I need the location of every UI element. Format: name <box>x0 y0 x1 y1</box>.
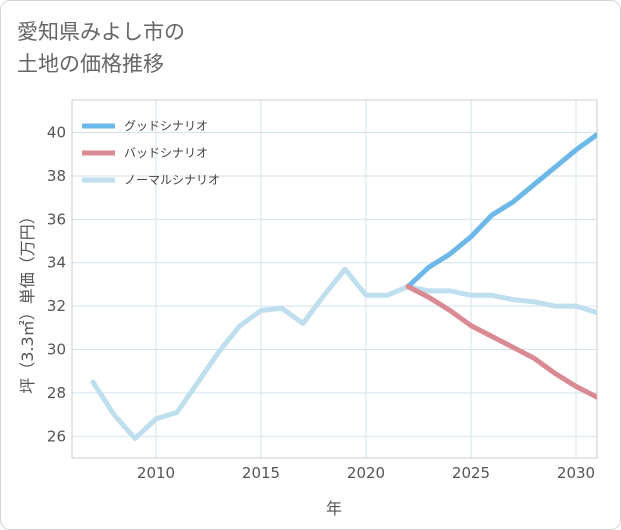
tick-labels: 2010 2015 2020 2025 2030 26 28 30 32 34 36 38 40 <box>47 124 595 482</box>
x-tick-label-2015: 2015 <box>242 464 280 482</box>
x-tick-label-2030: 2030 <box>557 464 595 482</box>
series-line-2 <box>90 266 597 441</box>
chart-title: 愛知県みよし市の 土地の価格推移 <box>17 20 185 76</box>
x-axis-title: 年 <box>326 499 342 518</box>
x-tick-label-2020: 2020 <box>347 464 385 482</box>
y-axis-title: 坪（3.3㎡）単価（万円） <box>18 208 37 393</box>
y-tick-label-30: 30 <box>47 341 66 359</box>
y-tick-label-38: 38 <box>47 167 66 185</box>
series-line-1 <box>405 284 597 400</box>
y-tick-label-36: 36 <box>47 210 66 228</box>
grid-lines <box>72 100 597 458</box>
series-line-0 <box>405 132 597 290</box>
y-tick-label-34: 34 <box>47 254 66 272</box>
legend-label-2: ノーマルシナリオ <box>124 173 220 187</box>
y-tick-label-40: 40 <box>47 124 66 142</box>
y-tick-label-32: 32 <box>47 297 66 315</box>
series-layer <box>90 132 597 441</box>
y-tick-label-26: 26 <box>47 427 66 445</box>
x-tick-label-2010: 2010 <box>137 464 175 482</box>
legend-label-1: バッドシナリオ <box>124 146 208 160</box>
legend-label-0: グッドシナリオ <box>124 119 208 133</box>
x-tick-label-2025: 2025 <box>452 464 490 482</box>
y-tick-label-28: 28 <box>47 384 66 402</box>
plot-area-border <box>71 99 598 459</box>
